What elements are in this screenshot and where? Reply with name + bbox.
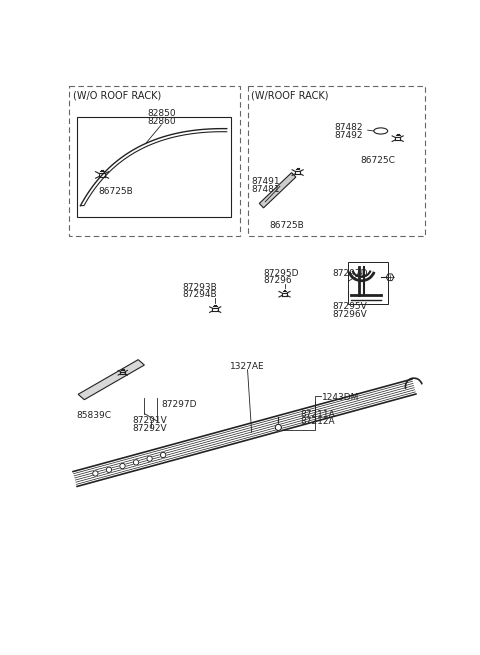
Text: 87295D: 87295D: [263, 269, 299, 278]
Text: 87295V: 87295V: [332, 302, 367, 311]
Bar: [77, 117, 230, 217]
Text: 86725B: 86725B: [98, 187, 133, 196]
Text: 1243DM: 1243DM: [322, 393, 359, 402]
Text: 87294B: 87294B: [183, 290, 217, 299]
Text: 87292V: 87292V: [132, 424, 167, 432]
Circle shape: [93, 471, 98, 476]
Text: 86725B: 86725B: [269, 221, 304, 230]
Text: 87492: 87492: [335, 131, 363, 140]
Text: 87297D: 87297D: [332, 269, 368, 278]
Bar: [69, 86, 240, 236]
Bar: [348, 262, 388, 304]
Text: 87211A: 87211A: [300, 409, 335, 419]
Polygon shape: [78, 360, 144, 400]
Text: 1327AE: 1327AE: [230, 362, 265, 371]
Text: 87481: 87481: [252, 185, 280, 194]
Bar: [248, 86, 425, 236]
Text: 87293B: 87293B: [183, 283, 217, 291]
Circle shape: [275, 424, 281, 430]
Text: 87212A: 87212A: [300, 417, 335, 426]
Text: 82860: 82860: [147, 117, 176, 126]
Text: 85839C: 85839C: [77, 411, 111, 421]
Text: 82850: 82850: [147, 109, 176, 119]
Text: 86725C: 86725C: [360, 156, 395, 164]
Circle shape: [120, 463, 125, 469]
Text: 87296V: 87296V: [332, 310, 367, 318]
Circle shape: [147, 456, 152, 461]
Circle shape: [106, 467, 112, 472]
Text: 87297D: 87297D: [161, 400, 197, 409]
Text: (W/ROOF RACK): (W/ROOF RACK): [252, 90, 329, 100]
Circle shape: [160, 453, 166, 458]
Text: (W/O ROOF RACK): (W/O ROOF RACK): [73, 90, 161, 100]
Text: 87291V: 87291V: [132, 416, 167, 425]
Circle shape: [133, 460, 139, 465]
Text: 87296: 87296: [263, 276, 291, 286]
Polygon shape: [259, 173, 296, 208]
Text: 87491: 87491: [252, 177, 280, 186]
Text: 87482: 87482: [335, 123, 363, 132]
